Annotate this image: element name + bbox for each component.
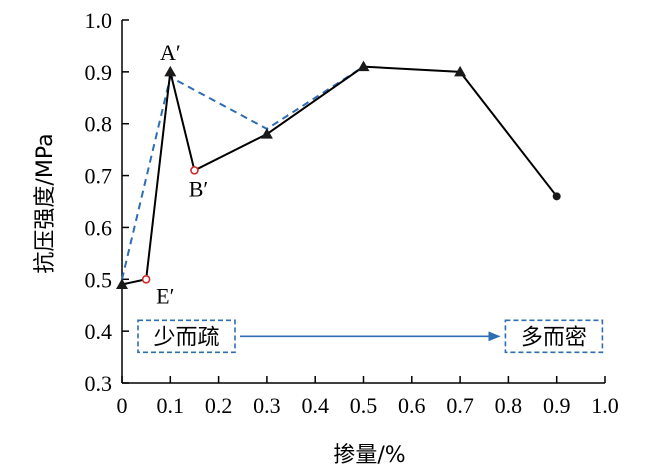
data-point-triangle: [260, 128, 273, 139]
series-line-solid: [121, 65, 558, 286]
x-tick-label: 0.1: [157, 393, 185, 418]
x-tick-label: 1.0: [591, 393, 619, 418]
y-tick-label: 0.5: [85, 267, 113, 292]
data-point-triangle: [116, 278, 128, 289]
arrow-layer: 少而疏 多而密: [137, 319, 604, 354]
x-axis-title: 掺量/%: [333, 443, 405, 468]
series-layer: [116, 60, 561, 289]
x-tick-label: 0.8: [495, 393, 523, 418]
to-label-box: [504, 319, 604, 354]
data-point-open-circle: [141, 274, 151, 284]
data-point-open-circle: [190, 166, 199, 175]
series-line-dashed: [121, 65, 365, 280]
x-tick-label: 0.3: [253, 393, 281, 418]
data-point-triangle: [357, 60, 370, 72]
data-point-circle: [552, 192, 561, 201]
axes: 0.3 0.4 0.5 0.6 0.7 0.8 0.9 1.0 0 0.1 0.2 0.3 0.4 0.5…: [85, 8, 619, 418]
x-tick-label: 0.9: [543, 393, 571, 418]
y-axis-title: 抗压强度/MPa: [33, 133, 58, 273]
data-point-triangle: [164, 65, 177, 77]
x-tick-label: 0.6: [398, 393, 426, 418]
data-point-triangle: [454, 65, 467, 77]
x-tick-label: 0.7: [446, 393, 474, 418]
y-tick-label: 0.9: [85, 60, 113, 85]
y-tick-label: 0.8: [85, 112, 113, 137]
point-label: A′: [160, 40, 181, 65]
y-tick-label: 1.0: [85, 8, 113, 33]
x-tick-label: 0.4: [301, 393, 329, 418]
from-label: 少而疏: [153, 325, 219, 350]
y-tick-label: 0.6: [85, 215, 113, 240]
x-tick-label: 0.2: [205, 393, 233, 418]
x-tick-label: 0.5: [350, 393, 378, 418]
point-label: E′: [156, 283, 174, 308]
point-label: B′: [189, 176, 209, 201]
x-tick-label: 0: [117, 393, 128, 418]
y-tick-label: 0.4: [85, 319, 113, 344]
from-label-box: [137, 319, 236, 354]
y-tick-label: 0.7: [85, 164, 113, 189]
y-tick-label: 0.3: [85, 371, 113, 396]
labels-layer: A′ B′ E′: [156, 40, 208, 308]
to-label: 多而密: [521, 325, 587, 350]
